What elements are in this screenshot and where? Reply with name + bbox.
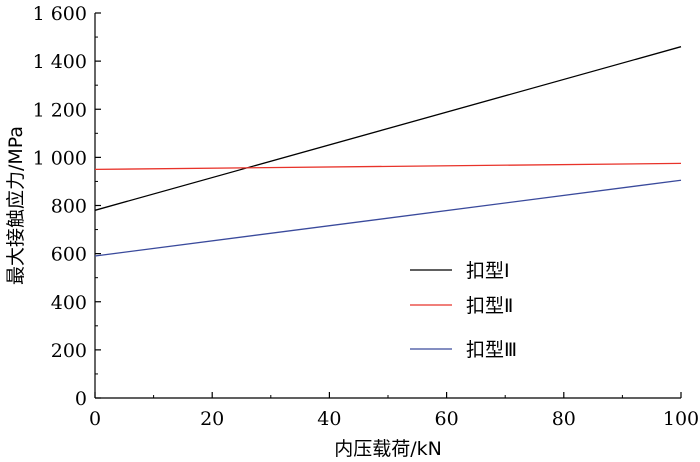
y-tick-label: 1 000: [33, 147, 87, 169]
x-tick-label: 60: [435, 408, 459, 430]
legend-label-series-1: 扣型Ⅰ: [466, 260, 510, 282]
x-ticks: 0 20 40 60 80 100: [89, 392, 699, 430]
series-line-3: [94, 179, 682, 257]
x-tick-label: 40: [317, 408, 341, 430]
x-axis-title: 内压载荷/kN: [334, 438, 442, 460]
y-tick-label: 200: [51, 340, 87, 362]
series-line-1: [94, 46, 682, 211]
series-line-2: [94, 162, 682, 171]
y-ticks: 0 200 400 600 800 1 000 1 200 1 400 1 600: [33, 3, 101, 410]
x-tick-label: 20: [200, 408, 224, 430]
x-tick-label: 0: [89, 408, 101, 430]
y-tick-label: 400: [51, 292, 87, 314]
y-tick-label: 1 600: [33, 3, 87, 25]
legend-label-series-2: 扣型Ⅱ: [466, 295, 513, 317]
y-axis-title: 最大接触应力/MPa: [5, 126, 27, 285]
y-tick-label: 1 200: [33, 99, 87, 121]
y-tick-label: 800: [51, 196, 87, 218]
y-tick-label: 1 400: [33, 51, 87, 73]
y-tick-label: 0: [75, 388, 87, 410]
legend: 扣型Ⅰ 扣型Ⅱ 扣型Ⅲ: [410, 260, 517, 361]
x-tick-label: 100: [663, 408, 699, 430]
legend-label-series-3: 扣型Ⅲ: [466, 339, 517, 361]
x-tick-label: 80: [552, 408, 576, 430]
series-lines: [94, 46, 682, 257]
y-tick-label: 600: [51, 244, 87, 266]
